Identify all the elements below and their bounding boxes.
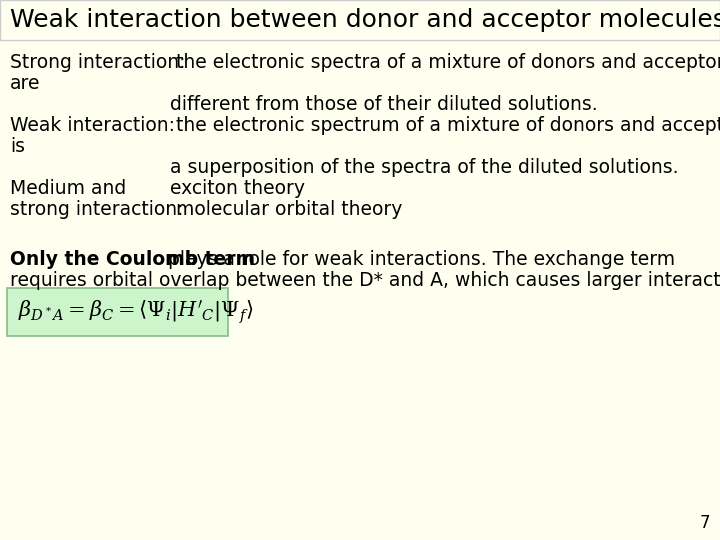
Text: strong interaction:: strong interaction: bbox=[10, 200, 184, 219]
FancyBboxPatch shape bbox=[0, 0, 720, 40]
Text: is: is bbox=[10, 137, 25, 156]
Text: the electronic spectra of a mixture of donors and acceptors: the electronic spectra of a mixture of d… bbox=[170, 53, 720, 72]
Text: Weak interaction between donor and acceptor molecules: Weak interaction between donor and accep… bbox=[10, 8, 720, 32]
Text: Strong interaction:: Strong interaction: bbox=[10, 53, 186, 72]
Text: molecular orbital theory: molecular orbital theory bbox=[170, 200, 402, 219]
Text: different from those of their diluted solutions.: different from those of their diluted so… bbox=[170, 95, 598, 114]
Text: Only the Coulomb term: Only the Coulomb term bbox=[10, 250, 255, 269]
Text: Medium and: Medium and bbox=[10, 179, 126, 198]
Text: a superposition of the spectra of the diluted solutions.: a superposition of the spectra of the di… bbox=[170, 158, 678, 177]
Text: the electronic spectrum of a mixture of donors and acceptors: the electronic spectrum of a mixture of … bbox=[170, 116, 720, 135]
Text: Weak interaction:: Weak interaction: bbox=[10, 116, 175, 135]
Text: exciton theory: exciton theory bbox=[170, 179, 305, 198]
Text: requires orbital overlap between the D* and A, which causes larger interaction.: requires orbital overlap between the D* … bbox=[10, 271, 720, 290]
Text: plays a role for weak interactions. The exchange term: plays a role for weak interactions. The … bbox=[162, 250, 675, 269]
Text: are: are bbox=[10, 74, 40, 93]
Text: 7: 7 bbox=[700, 514, 710, 532]
Text: $\beta_{D^*A} = \beta_C = \langle \Psi_i | H'_C | \Psi_f \rangle$: $\beta_{D^*A} = \beta_C = \langle \Psi_i… bbox=[18, 298, 253, 326]
FancyBboxPatch shape bbox=[7, 288, 228, 336]
